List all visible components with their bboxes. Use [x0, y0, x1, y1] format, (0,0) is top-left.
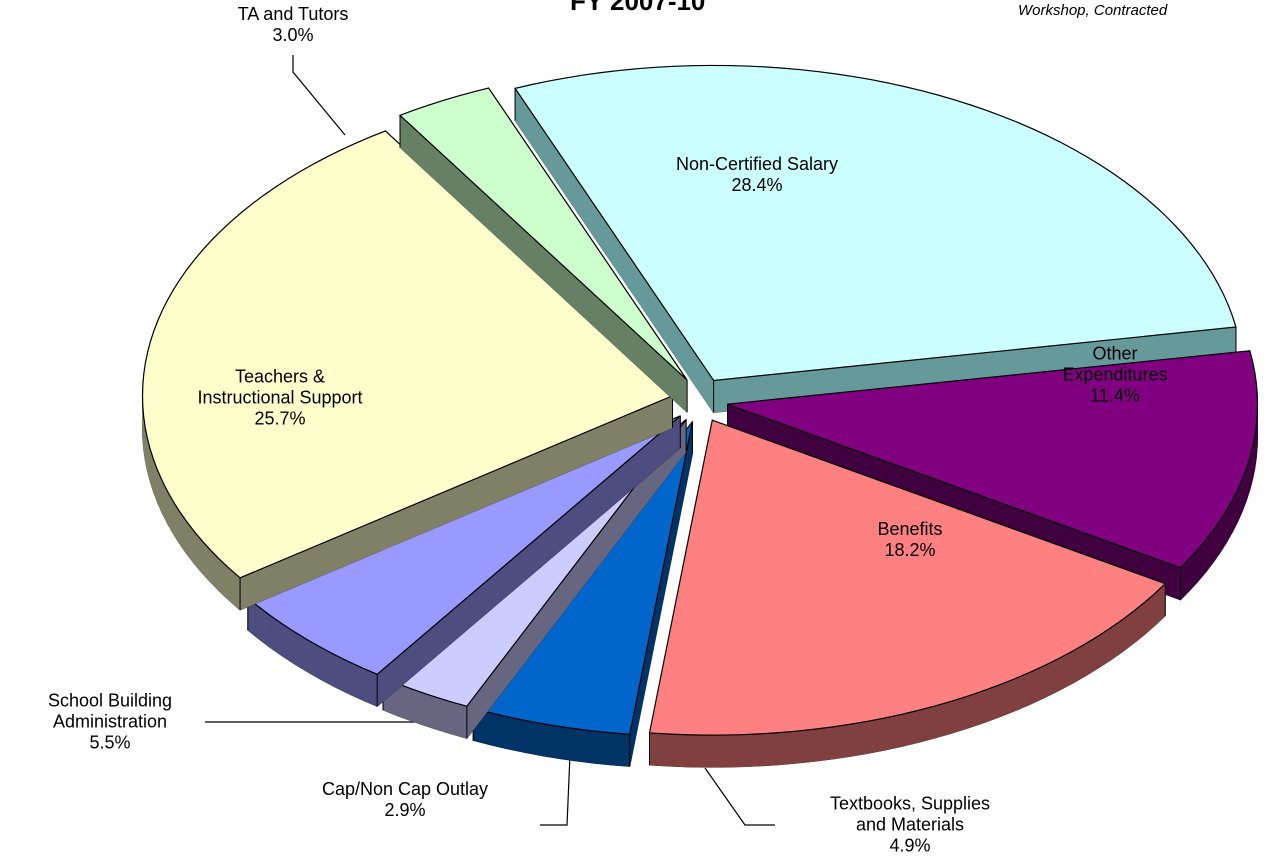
- value-label: 5.5%: [89, 732, 131, 753]
- leader-line: [704, 767, 775, 826]
- slice-side: [831, 723, 851, 760]
- slice-label: TA and Tutors 3.0%: [238, 4, 349, 46]
- slice-side: [451, 701, 468, 739]
- chart-subtitle: Workshop, Contracted: [1018, 2, 1168, 19]
- category-label: TA and Tutors: [237, 4, 349, 24]
- slice-side: [409, 687, 425, 726]
- category-label: Non-Certified Salary: [675, 154, 839, 174]
- slice-top: [398, 87, 688, 381]
- slice-side: [685, 734, 705, 768]
- slice-top: [141, 130, 674, 579]
- slice-side: [489, 712, 508, 750]
- category-label: School Building Administration: [47, 690, 173, 732]
- value-label: 25.7%: [254, 408, 306, 429]
- slice: [727, 350, 1259, 601]
- slice-top: [648, 419, 1167, 736]
- slice-side: [952, 695, 970, 734]
- category-label: Benefits: [877, 519, 943, 539]
- category-label: Cap/Non Cap Outlay: [321, 779, 489, 799]
- slice-label: Benefits 18.2%: [877, 519, 942, 561]
- slice-side: [759, 732, 779, 767]
- slice-label: School Building Administration 5.5%: [48, 691, 172, 754]
- leader-lines: [205, 55, 775, 826]
- slice: [648, 419, 1167, 768]
- value-label: 3.0%: [272, 25, 314, 45]
- slice-side: [813, 726, 833, 762]
- category-label: Textbooks, Supplies and Materials: [829, 793, 991, 835]
- slice-side: [437, 697, 453, 735]
- slice-side: [984, 684, 1001, 723]
- value-label: 28.4%: [731, 175, 783, 195]
- slice-label: Teachers & Instructional Support 25.7%: [197, 367, 362, 430]
- slice-side: [795, 728, 815, 764]
- slice-label: Cap/Non Cap Outlay 2.9%: [322, 779, 488, 821]
- slice-side: [506, 716, 525, 753]
- value-label: 4.9%: [889, 835, 931, 856]
- slice-side: [523, 719, 542, 756]
- slice: [141, 130, 674, 611]
- slice-top: [727, 350, 1259, 569]
- slice-side: [968, 689, 986, 729]
- slice-side: [667, 733, 687, 768]
- slice-side: [901, 709, 920, 747]
- slice-side: [575, 728, 595, 764]
- category-label: Teachers & Instructional Support: [197, 366, 363, 408]
- category-label: Other Expenditures: [1062, 343, 1168, 385]
- slice-side: [704, 734, 724, 768]
- slice-side: [423, 692, 439, 731]
- slice-label: Non-Certified Salary 28.4%: [676, 154, 838, 196]
- slice-label: Other Expenditures 11.4%: [1039, 344, 1191, 407]
- slice-side: [722, 734, 742, 768]
- slice-side: [740, 733, 760, 768]
- slice-side: [611, 732, 631, 767]
- value-label: 18.2%: [884, 540, 936, 560]
- slice-label: Textbooks, Supplies and Materials 4.9%: [830, 794, 990, 857]
- slice-side: [849, 720, 868, 757]
- slice: [514, 64, 1237, 414]
- slice-side: [867, 717, 886, 754]
- value-label: 11.4%: [1090, 385, 1140, 406]
- slice: [398, 86, 688, 414]
- value-label: 2.9%: [384, 800, 426, 820]
- slice-side: [540, 722, 559, 759]
- slice-side: [884, 713, 903, 751]
- slice-side: [593, 730, 613, 766]
- chart-title: FY 2007-10: [570, 0, 706, 16]
- slice-side: [777, 730, 797, 766]
- leader-line: [292, 55, 346, 136]
- slice-top: [246, 415, 681, 676]
- slice-side: [918, 705, 937, 743]
- leader-line: [540, 754, 571, 826]
- slice-side: [558, 725, 577, 762]
- slice-top: [514, 64, 1237, 382]
- slice-side: [935, 700, 953, 739]
